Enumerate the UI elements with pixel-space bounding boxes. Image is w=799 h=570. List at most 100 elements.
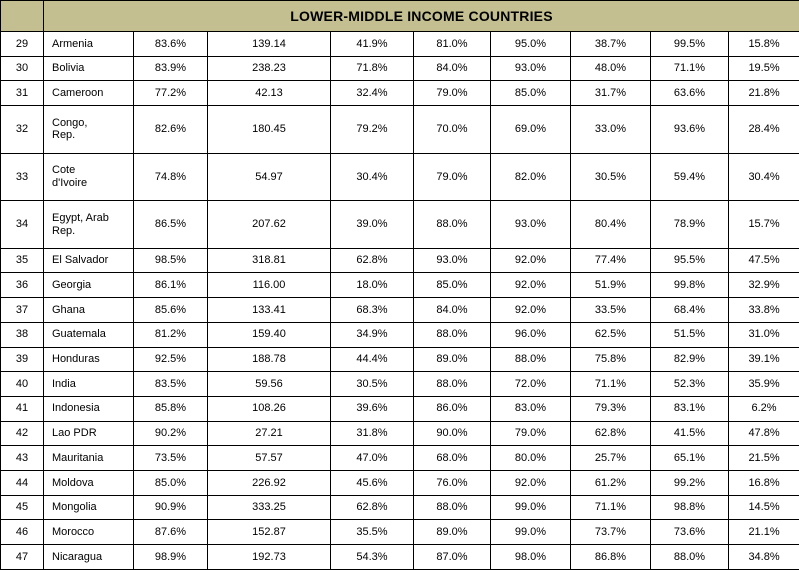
value-cell: 84.0% xyxy=(413,55,491,82)
row-number-cell: 47 xyxy=(0,544,44,570)
value-cell: 57.57 xyxy=(207,445,331,471)
country-cell: Mongolia xyxy=(43,494,134,521)
row-number-cell: 41 xyxy=(0,395,44,422)
table-row: 31 Cameroon 77.2% 42.13 32.4% 79.0% 85.0% 31.7%… xyxy=(0,80,799,107)
value-cell: 33.5% xyxy=(570,297,651,323)
row-number-cell: 42 xyxy=(0,420,44,447)
value-cell: 77.2% xyxy=(133,80,208,107)
value-cell: 54.3% xyxy=(330,544,414,570)
value-cell: 19.5% xyxy=(727,55,799,82)
value-cell: 99.0% xyxy=(490,494,571,521)
corner-cell xyxy=(0,0,44,32)
value-cell: 93.0% xyxy=(413,247,491,274)
value-cell: 207.62 xyxy=(207,200,331,249)
table-row: 38 Guatemala 81.2% 159.40 34.9% 88.0% 96.0% 62.… xyxy=(0,321,799,348)
value-cell: 90.9% xyxy=(133,494,208,521)
value-cell: 82.0% xyxy=(490,152,571,202)
value-cell: 86.5% xyxy=(133,200,208,249)
value-cell: 90.2% xyxy=(133,420,208,447)
row-number-cell: 39 xyxy=(0,346,44,373)
value-cell: 74.8% xyxy=(133,152,208,202)
value-cell: 99.8% xyxy=(650,272,729,299)
value-cell: 92.5% xyxy=(133,346,208,373)
value-cell: 27.21 xyxy=(207,420,331,447)
country-cell: Honduras xyxy=(43,346,134,373)
value-cell: 62.8% xyxy=(330,247,414,274)
value-cell: 90.0% xyxy=(413,420,491,447)
value-cell: 79.3% xyxy=(570,395,651,422)
value-cell: 45.6% xyxy=(330,469,414,496)
value-cell: 31.0% xyxy=(727,321,799,348)
value-cell: 87.6% xyxy=(133,519,208,546)
value-cell: 39.0% xyxy=(330,200,414,249)
value-cell: 47.0% xyxy=(330,445,414,471)
row-number-cell: 46 xyxy=(0,519,44,546)
row-number-cell: 35 xyxy=(0,247,44,274)
table-title: LOWER-MIDDLE INCOME COUNTRIES xyxy=(42,0,799,32)
value-cell: 98.0% xyxy=(490,544,571,570)
table-row: 41 Indonesia 85.8% 108.26 39.6% 86.0% 83.0% 79.… xyxy=(0,395,799,422)
value-cell: 86.1% xyxy=(133,272,208,299)
value-cell: 38.7% xyxy=(570,31,651,57)
value-cell: 139.14 xyxy=(207,31,331,57)
table-row: 30 Bolivia 83.9% 238.23 71.8% 84.0% 93.0% 48.0%… xyxy=(0,55,799,82)
value-cell: 133.41 xyxy=(207,297,331,323)
value-cell: 82.9% xyxy=(650,346,729,373)
row-number-cell: 38 xyxy=(0,321,44,348)
value-cell: 71.1% xyxy=(650,55,729,82)
value-cell: 72.0% xyxy=(490,371,571,397)
value-cell: 65.1% xyxy=(650,445,729,471)
value-cell: 98.9% xyxy=(133,544,208,570)
header-row: LOWER-MIDDLE INCOME COUNTRIES xyxy=(0,0,799,32)
value-cell: 14.5% xyxy=(727,494,799,521)
value-cell: 42.13 xyxy=(207,80,331,107)
country-cell: Nicaragua xyxy=(43,544,134,570)
value-cell: 99.5% xyxy=(650,31,729,57)
table-header: LOWER-MIDDLE INCOME COUNTRIES xyxy=(0,0,799,32)
value-cell: 98.5% xyxy=(133,247,208,274)
value-cell: 85.0% xyxy=(413,272,491,299)
value-cell: 68.3% xyxy=(330,297,414,323)
value-cell: 33.0% xyxy=(570,105,651,154)
value-cell: 93.6% xyxy=(650,105,729,154)
row-number-cell: 29 xyxy=(0,31,44,57)
value-cell: 99.0% xyxy=(490,519,571,546)
row-number-cell: 36 xyxy=(0,272,44,299)
country-cell: Cote d'Ivoire xyxy=(43,152,134,202)
row-number-cell: 34 xyxy=(0,200,44,249)
table-body: 29 Armenia 83.6% 139.14 41.9% 81.0% 95.0% 38.7%… xyxy=(0,31,799,570)
value-cell: 18.0% xyxy=(330,272,414,299)
country-cell: Cameroon xyxy=(43,80,134,107)
value-cell: 51.9% xyxy=(570,272,651,299)
value-cell: 85.0% xyxy=(490,80,571,107)
row-number-cell: 33 xyxy=(0,152,44,202)
row-number-cell: 44 xyxy=(0,469,44,496)
value-cell: 83.9% xyxy=(133,55,208,82)
value-cell: 87.0% xyxy=(413,544,491,570)
value-cell: 88.0% xyxy=(490,346,571,373)
value-cell: 73.6% xyxy=(650,519,729,546)
value-cell: 92.0% xyxy=(490,247,571,274)
table-row: 45 Mongolia 90.9% 333.25 62.8% 88.0% 99.0% 71.1… xyxy=(0,494,799,521)
value-cell: 68.0% xyxy=(413,445,491,471)
value-cell: 71.1% xyxy=(570,371,651,397)
value-cell: 25.7% xyxy=(570,445,651,471)
value-cell: 21.8% xyxy=(727,80,799,107)
value-cell: 85.0% xyxy=(133,469,208,496)
value-cell: 62.8% xyxy=(330,494,414,521)
row-number-cell: 32 xyxy=(0,105,44,154)
value-cell: 62.5% xyxy=(570,321,651,348)
country-cell: India xyxy=(43,371,134,397)
value-cell: 159.40 xyxy=(207,321,331,348)
value-cell: 48.0% xyxy=(570,55,651,82)
value-cell: 30.5% xyxy=(570,152,651,202)
value-cell: 83.0% xyxy=(490,395,571,422)
value-cell: 92.0% xyxy=(490,272,571,299)
value-cell: 73.5% xyxy=(133,445,208,471)
table-row: 35 El Salvador 98.5% 318.81 62.8% 93.0% 92.0% 7… xyxy=(0,247,799,274)
value-cell: 95.5% xyxy=(650,247,729,274)
table-row: 33 Cote d'Ivoire 74.8% 54.97 30.4% 79.0% 82.0%… xyxy=(0,152,799,202)
country-cell: Indonesia xyxy=(43,395,134,422)
table-row: 32 Congo, Rep. 82.6% 180.45 79.2% 70.0% 69.0% 3… xyxy=(0,105,799,154)
country-cell: Mauritania xyxy=(43,445,134,471)
